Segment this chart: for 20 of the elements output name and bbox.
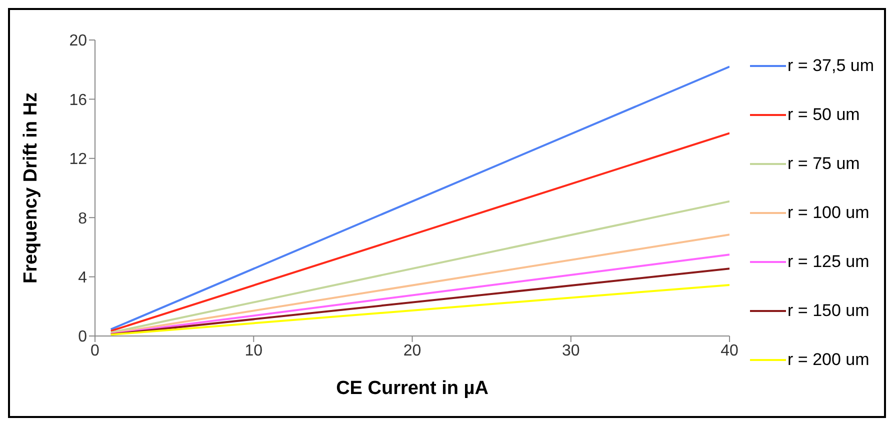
x-tick-label: 0 (90, 342, 100, 360)
y-tick-label: 8 (78, 210, 88, 228)
legend-label: r = 37,5 um (788, 56, 874, 76)
x-tick-label: 30 (562, 342, 580, 360)
y-tick-label: 20 (69, 32, 88, 50)
y-tick-label: 0 (78, 328, 88, 346)
x-tick-label: 20 (403, 342, 422, 360)
x-axis-title: CE Current in µA (336, 378, 489, 399)
x-tick-label: 10 (244, 342, 263, 360)
legend-label: r = 75 um (788, 154, 860, 174)
legend-label: r = 150 um (788, 301, 870, 321)
legend-label: r = 200 um (788, 350, 870, 370)
x-tick-label: 40 (720, 342, 739, 360)
y-tick-label: 4 (78, 269, 88, 286)
legend-label: r = 100 um (788, 203, 870, 223)
legend-label: r = 50 um (788, 105, 860, 125)
y-axis-title: Frequency Drift in Hz (20, 92, 42, 284)
y-tick-label: 12 (69, 151, 88, 168)
y-tick-label: 16 (69, 92, 88, 109)
legend-label: r = 125 um (788, 252, 870, 272)
